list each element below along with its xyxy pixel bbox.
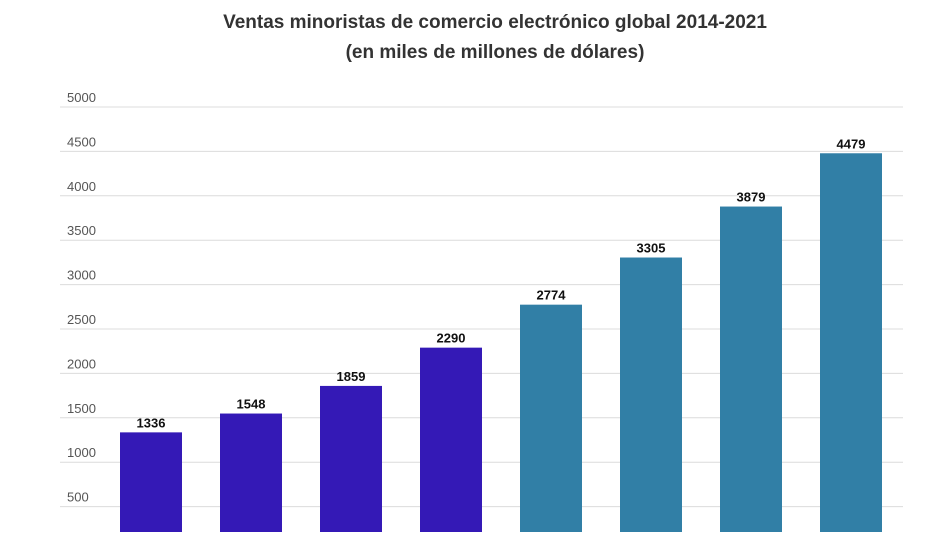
data-label: 4479 xyxy=(837,136,866,151)
y-tick-label: 500 xyxy=(67,490,89,505)
bar xyxy=(520,304,582,532)
data-label: 2774 xyxy=(537,288,567,303)
y-tick-label: 4500 xyxy=(67,134,96,149)
bar xyxy=(420,347,482,532)
y-tick-label: 5000 xyxy=(67,90,96,105)
data-label: 1548 xyxy=(237,397,266,412)
bar xyxy=(120,432,182,532)
data-label: 3305 xyxy=(637,241,666,256)
data-label: 3879 xyxy=(737,190,766,205)
bar xyxy=(820,153,882,532)
y-tick-label: 3500 xyxy=(67,223,96,238)
chart-title: Ventas minoristas de comercio electrónic… xyxy=(223,12,767,33)
y-tick-label: 1000 xyxy=(67,445,96,460)
y-tick-label: 2000 xyxy=(67,356,96,371)
chart-subtitle: (en miles de millones de dólares) xyxy=(345,42,645,63)
y-tick-label: 1500 xyxy=(67,401,96,416)
y-tick-label: 4000 xyxy=(67,179,96,194)
bar xyxy=(220,413,282,532)
data-label: 1859 xyxy=(337,369,366,384)
y-tick-label: 2500 xyxy=(67,312,96,327)
y-tick-label: 3000 xyxy=(67,268,96,283)
data-label: 2290 xyxy=(437,331,466,346)
data-label: 1336 xyxy=(137,415,166,430)
bar xyxy=(720,206,782,532)
bar xyxy=(620,257,682,532)
bar xyxy=(320,385,382,532)
